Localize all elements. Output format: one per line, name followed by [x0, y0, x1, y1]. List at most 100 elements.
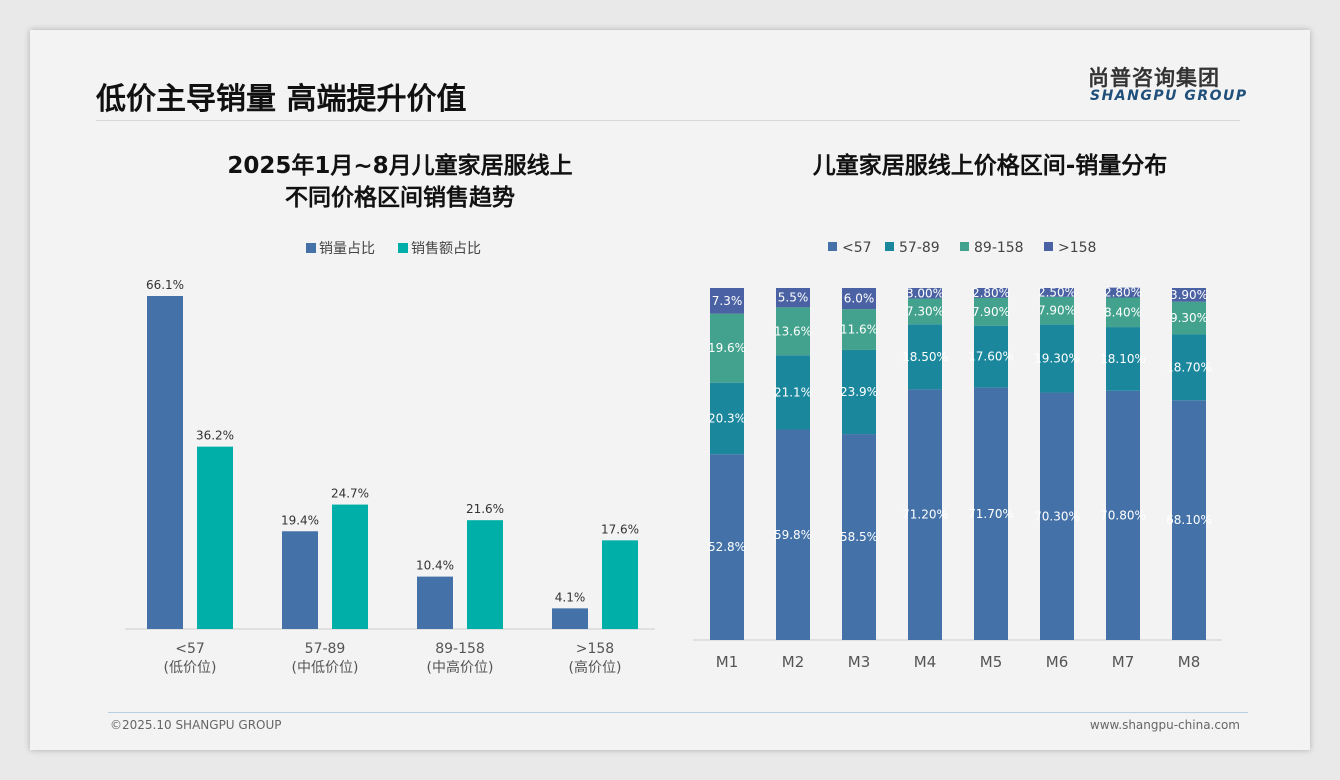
data-label: 7.3% — [712, 294, 743, 308]
stacked-bar-segment — [974, 387, 1008, 640]
legend-swatch — [306, 243, 316, 253]
stacked-bar-segment — [776, 355, 810, 430]
data-label: 7.90% — [972, 305, 1010, 319]
data-label: 18.50% — [902, 350, 948, 364]
legend-label: 57-89 — [899, 240, 940, 256]
data-label: 71.20% — [902, 508, 948, 522]
legend-swatch — [1044, 242, 1053, 251]
logo-cn: 尚普咨询集团 — [1088, 66, 1220, 90]
stacked-bar-segment — [974, 288, 1008, 298]
stacked-bar-segment — [1040, 288, 1074, 297]
left-chart-title: 2025年1月~8月儿童家居服线上 不同价格区间销售趋势 — [140, 150, 660, 214]
stacked-bar-segment — [842, 434, 876, 640]
stacked-bar-segment — [1106, 327, 1140, 391]
page-title: 低价主导销量 高端提升价值 — [96, 82, 467, 117]
data-label: 4.1% — [555, 590, 586, 604]
x-tick-label: M6 — [1046, 653, 1069, 671]
data-label: 20.3% — [708, 411, 746, 425]
stacked-bar-segment — [1106, 287, 1140, 298]
data-label: 6.0% — [844, 292, 875, 306]
data-label: 19.6% — [708, 341, 746, 355]
data-label: 5.5% — [778, 291, 809, 305]
bar — [602, 540, 638, 629]
x-tick-sublabel: (高价位) — [569, 659, 622, 676]
x-tick-label: >158 — [576, 641, 614, 657]
legend-label: >158 — [1058, 240, 1096, 256]
logo-en: SHANGPU GROUP — [1090, 88, 1248, 104]
legend-label: 89-158 — [974, 240, 1024, 256]
slide: 低价主导销量 高端提升价值 尚普咨询集团 SHANGPU GROUP 2025年… — [30, 30, 1310, 750]
x-tick-label: M3 — [848, 653, 871, 671]
data-label: 19.30% — [1034, 352, 1080, 366]
data-label: 23.9% — [840, 385, 878, 399]
stacked-bar-segment — [710, 454, 744, 640]
stacked-bar-segment — [842, 349, 876, 435]
data-label: 3.90% — [1170, 288, 1208, 302]
data-label: 2.80% — [1104, 286, 1142, 300]
bar — [147, 296, 183, 629]
bar — [332, 504, 368, 629]
legend-label: 销售额占比 — [411, 241, 481, 257]
data-label: 68.10% — [1166, 513, 1212, 527]
data-label: 18.70% — [1166, 360, 1212, 374]
bar — [282, 531, 318, 629]
header-divider — [96, 120, 1240, 121]
stacked-bar-segment — [710, 313, 744, 383]
stacked-bar-segment — [776, 307, 810, 356]
x-tick-label: 89-158 — [435, 641, 485, 657]
data-label: 18.10% — [1100, 352, 1146, 366]
data-label: 8.40% — [1104, 305, 1142, 319]
x-tick-label: M5 — [980, 653, 1003, 671]
stacked-bar-segment — [776, 429, 810, 640]
legend-swatch — [960, 242, 969, 251]
data-label: 58.5% — [840, 530, 878, 544]
stacked-bar-segment — [908, 288, 942, 299]
legend-label: 销量占比 — [319, 241, 375, 257]
bar — [197, 446, 233, 629]
right-chart-title: 儿童家居服线上价格区间-销量分布 — [812, 153, 1168, 179]
data-label: 24.7% — [331, 487, 369, 501]
x-tick-sublabel: (低价位) — [164, 660, 217, 676]
data-label: 59.8% — [774, 528, 812, 542]
left-chart-title-line1: 2025年1月~8月儿童家居服线上 — [227, 153, 573, 179]
stacked-bar-segment — [842, 309, 876, 350]
data-label: 3.00% — [906, 286, 944, 300]
data-label: 70.30% — [1034, 509, 1080, 523]
stacked-bar-segment — [1040, 324, 1074, 393]
data-label: 52.8% — [708, 540, 746, 554]
data-label: 11.6% — [840, 323, 878, 337]
x-tick-label: <57 — [175, 641, 205, 657]
data-label: 17.6% — [601, 522, 639, 536]
stacked-bar-segment — [974, 325, 1008, 388]
stacked-bar-segment — [710, 288, 744, 314]
bar — [467, 520, 503, 629]
legend-swatch — [885, 242, 894, 251]
stacked-bar-segment — [710, 382, 744, 455]
data-label: 70.80% — [1100, 508, 1146, 522]
x-tick-label: M4 — [914, 653, 937, 671]
data-label: 21.6% — [466, 502, 504, 516]
legend-swatch — [828, 242, 837, 251]
x-tick-label: M8 — [1178, 653, 1201, 671]
legend-label: <57 — [842, 240, 872, 256]
data-label: 10.4% — [416, 559, 454, 573]
stacked-bar-segment — [1172, 334, 1206, 401]
footer-website: www.shangpu-china.com — [1089, 718, 1240, 732]
x-tick-label: 57-89 — [305, 641, 346, 657]
stacked-bar-segment — [1040, 296, 1074, 325]
x-tick-label: M2 — [782, 653, 805, 671]
data-label: 71.70% — [968, 507, 1014, 521]
data-label: 7.30% — [906, 304, 944, 318]
bar — [417, 576, 453, 629]
data-label: 13.6% — [774, 324, 812, 338]
data-label: 2.50% — [1038, 285, 1076, 299]
stacked-bar-segment — [908, 324, 942, 390]
stacked-bar-segment — [908, 389, 942, 640]
stacked-bar-segment — [1172, 400, 1206, 640]
stacked-bar-segment — [1106, 297, 1140, 328]
stacked-bar-segment — [842, 288, 876, 310]
footer-copyright: ©2025.10 SHANGPU GROUP — [110, 718, 282, 732]
stacked-bar-segment — [1106, 390, 1140, 640]
stacked-bar-segment — [1040, 392, 1074, 640]
